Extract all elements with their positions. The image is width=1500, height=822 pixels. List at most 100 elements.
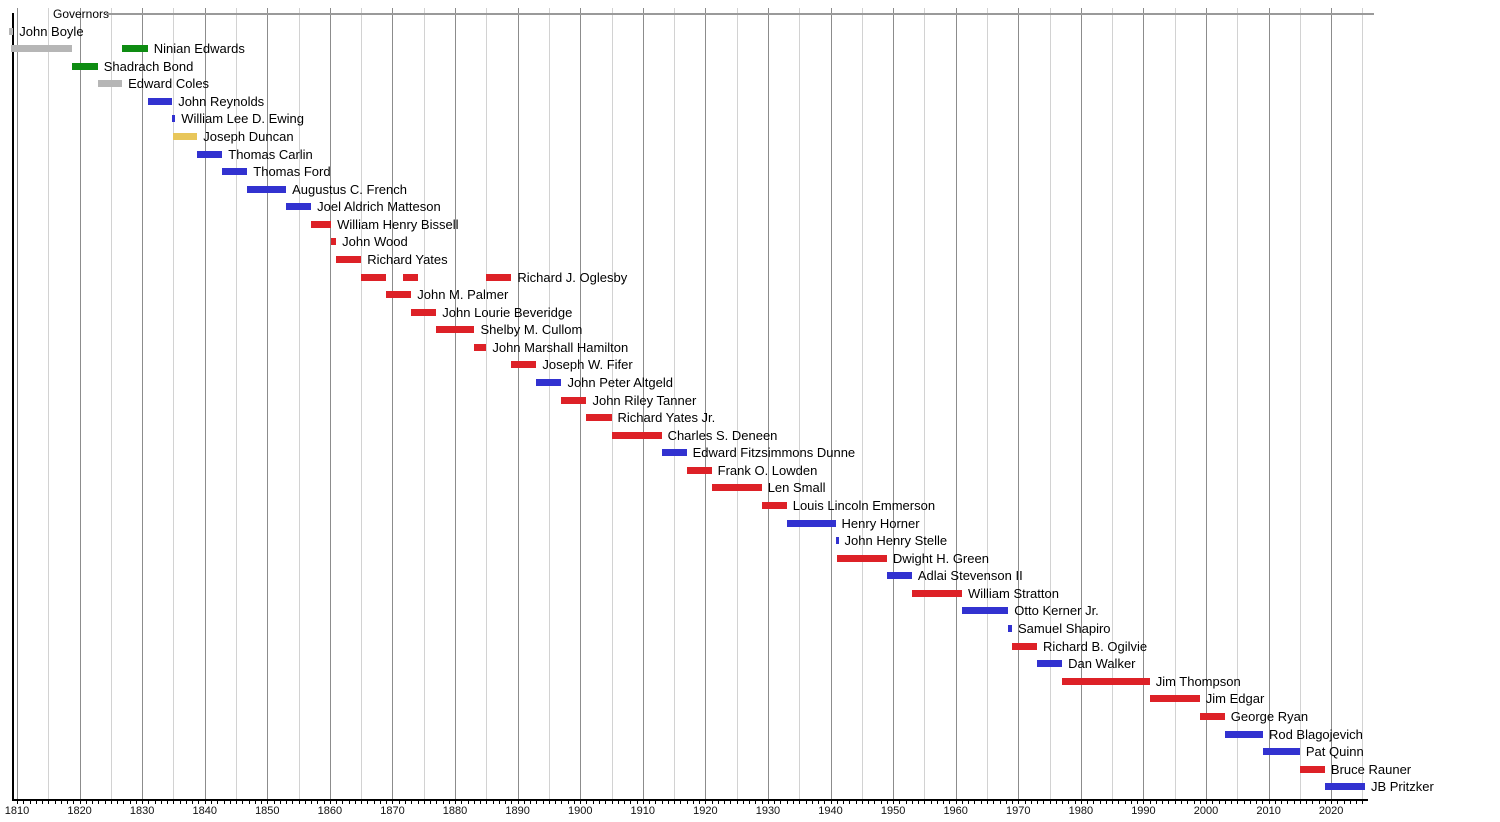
y-axis-line <box>12 13 14 800</box>
gridline <box>17 8 18 800</box>
axis-tick <box>968 800 970 804</box>
axis-label: 2010 <box>1256 805 1281 817</box>
gridline <box>705 8 707 800</box>
axis-tick <box>473 800 475 804</box>
axis-tick <box>267 800 269 804</box>
axis-tick <box>236 800 238 804</box>
axis-tick <box>342 800 344 804</box>
gridline <box>611 8 613 800</box>
axis-tick <box>1281 800 1283 804</box>
axis-tick <box>123 800 125 804</box>
gridline <box>392 8 394 800</box>
gridline <box>329 8 331 800</box>
axis-tick <box>1130 800 1132 804</box>
term-bar <box>1012 642 1038 650</box>
governor-label: Dwight H. Green <box>892 550 989 566</box>
axis-tick <box>605 800 607 804</box>
axis-tick <box>918 800 920 804</box>
governor-label: John M. Palmer <box>417 287 509 303</box>
governor-label: Pat Quinn <box>1305 744 1364 760</box>
axis-tick <box>642 800 644 804</box>
axis-tick <box>1224 800 1226 804</box>
axis-tick <box>85 800 87 804</box>
axis-tick <box>404 800 406 804</box>
axis-tick <box>780 800 782 804</box>
term-bar <box>1062 677 1150 685</box>
axis-tick <box>1193 800 1195 804</box>
term-bar <box>331 238 337 246</box>
axis-tick <box>273 800 275 804</box>
governor-label: Augustus C. French <box>292 181 407 197</box>
axis-tick <box>655 800 657 804</box>
axis-tick <box>674 800 676 804</box>
x-axis-line <box>12 799 1368 801</box>
axis-label: 1810 <box>4 805 30 817</box>
axis-tick <box>286 800 288 804</box>
term-bar <box>1149 695 1200 703</box>
gridline <box>1112 8 1114 800</box>
axis-tick <box>961 800 963 804</box>
axis-tick <box>248 800 250 804</box>
gridline <box>767 8 769 800</box>
axis-tick <box>855 800 857 804</box>
axis-tick <box>386 800 388 804</box>
governor-label: Richard J. Oglesby <box>517 269 628 285</box>
axis-tick <box>154 800 156 804</box>
axis-tick <box>680 800 682 804</box>
axis-tick <box>523 800 525 804</box>
axis-tick <box>636 800 638 804</box>
term-bar <box>561 396 587 404</box>
term-bar <box>172 115 176 123</box>
axis-label: 1940 <box>818 805 843 817</box>
axis-tick <box>1256 800 1258 804</box>
axis-tick <box>498 800 500 804</box>
term-bar <box>403 273 418 281</box>
axis-tick <box>1324 800 1326 804</box>
governor-label: Thomas Ford <box>253 164 331 180</box>
term-bar <box>961 607 1009 615</box>
axis-tick <box>242 800 244 804</box>
axis-tick <box>142 800 144 804</box>
gridline <box>48 8 50 800</box>
axis-tick <box>999 800 1001 804</box>
axis-tick <box>217 800 219 804</box>
axis-tick <box>198 800 200 804</box>
axis-label: 1950 <box>880 805 906 817</box>
gridline <box>1080 8 1082 800</box>
axis-tick <box>98 800 100 804</box>
axis-tick <box>980 800 982 804</box>
axis-tick <box>1299 800 1301 804</box>
axis-tick <box>667 800 669 804</box>
governor-label: Samuel Shapiro <box>1018 621 1111 637</box>
governor-label: Shadrach Bond <box>103 58 194 74</box>
axis-tick <box>210 800 212 804</box>
term-bar <box>386 291 412 299</box>
axis-tick <box>742 800 744 804</box>
axis-label: 1850 <box>255 805 280 817</box>
axis-tick <box>317 800 319 804</box>
axis-tick <box>1074 800 1076 804</box>
governor-label: William Stratton <box>967 585 1059 601</box>
axis-label: 1820 <box>67 805 92 817</box>
axis-label: 1900 <box>567 805 593 817</box>
axis-tick <box>411 800 413 804</box>
axis-tick <box>1099 800 1101 804</box>
axis-tick <box>398 800 400 804</box>
axis-label: 1930 <box>755 805 781 817</box>
gridline <box>236 8 238 800</box>
gridline <box>173 8 175 800</box>
axis-tick <box>373 800 375 804</box>
axis-tick <box>811 800 813 804</box>
axis-tick <box>1012 800 1014 804</box>
governor-label: Joseph Duncan <box>203 128 294 144</box>
governor-label: Ninian Edwards <box>153 41 245 57</box>
axis-tick <box>548 800 550 804</box>
governor-label: Henry Horner <box>841 515 920 531</box>
axis-tick <box>818 800 820 804</box>
term-bar <box>122 45 148 53</box>
axis-tick <box>135 800 137 804</box>
axis-tick <box>173 800 175 804</box>
axis-tick <box>886 800 888 804</box>
axis-tick <box>455 800 457 804</box>
axis-tick <box>1043 800 1045 804</box>
